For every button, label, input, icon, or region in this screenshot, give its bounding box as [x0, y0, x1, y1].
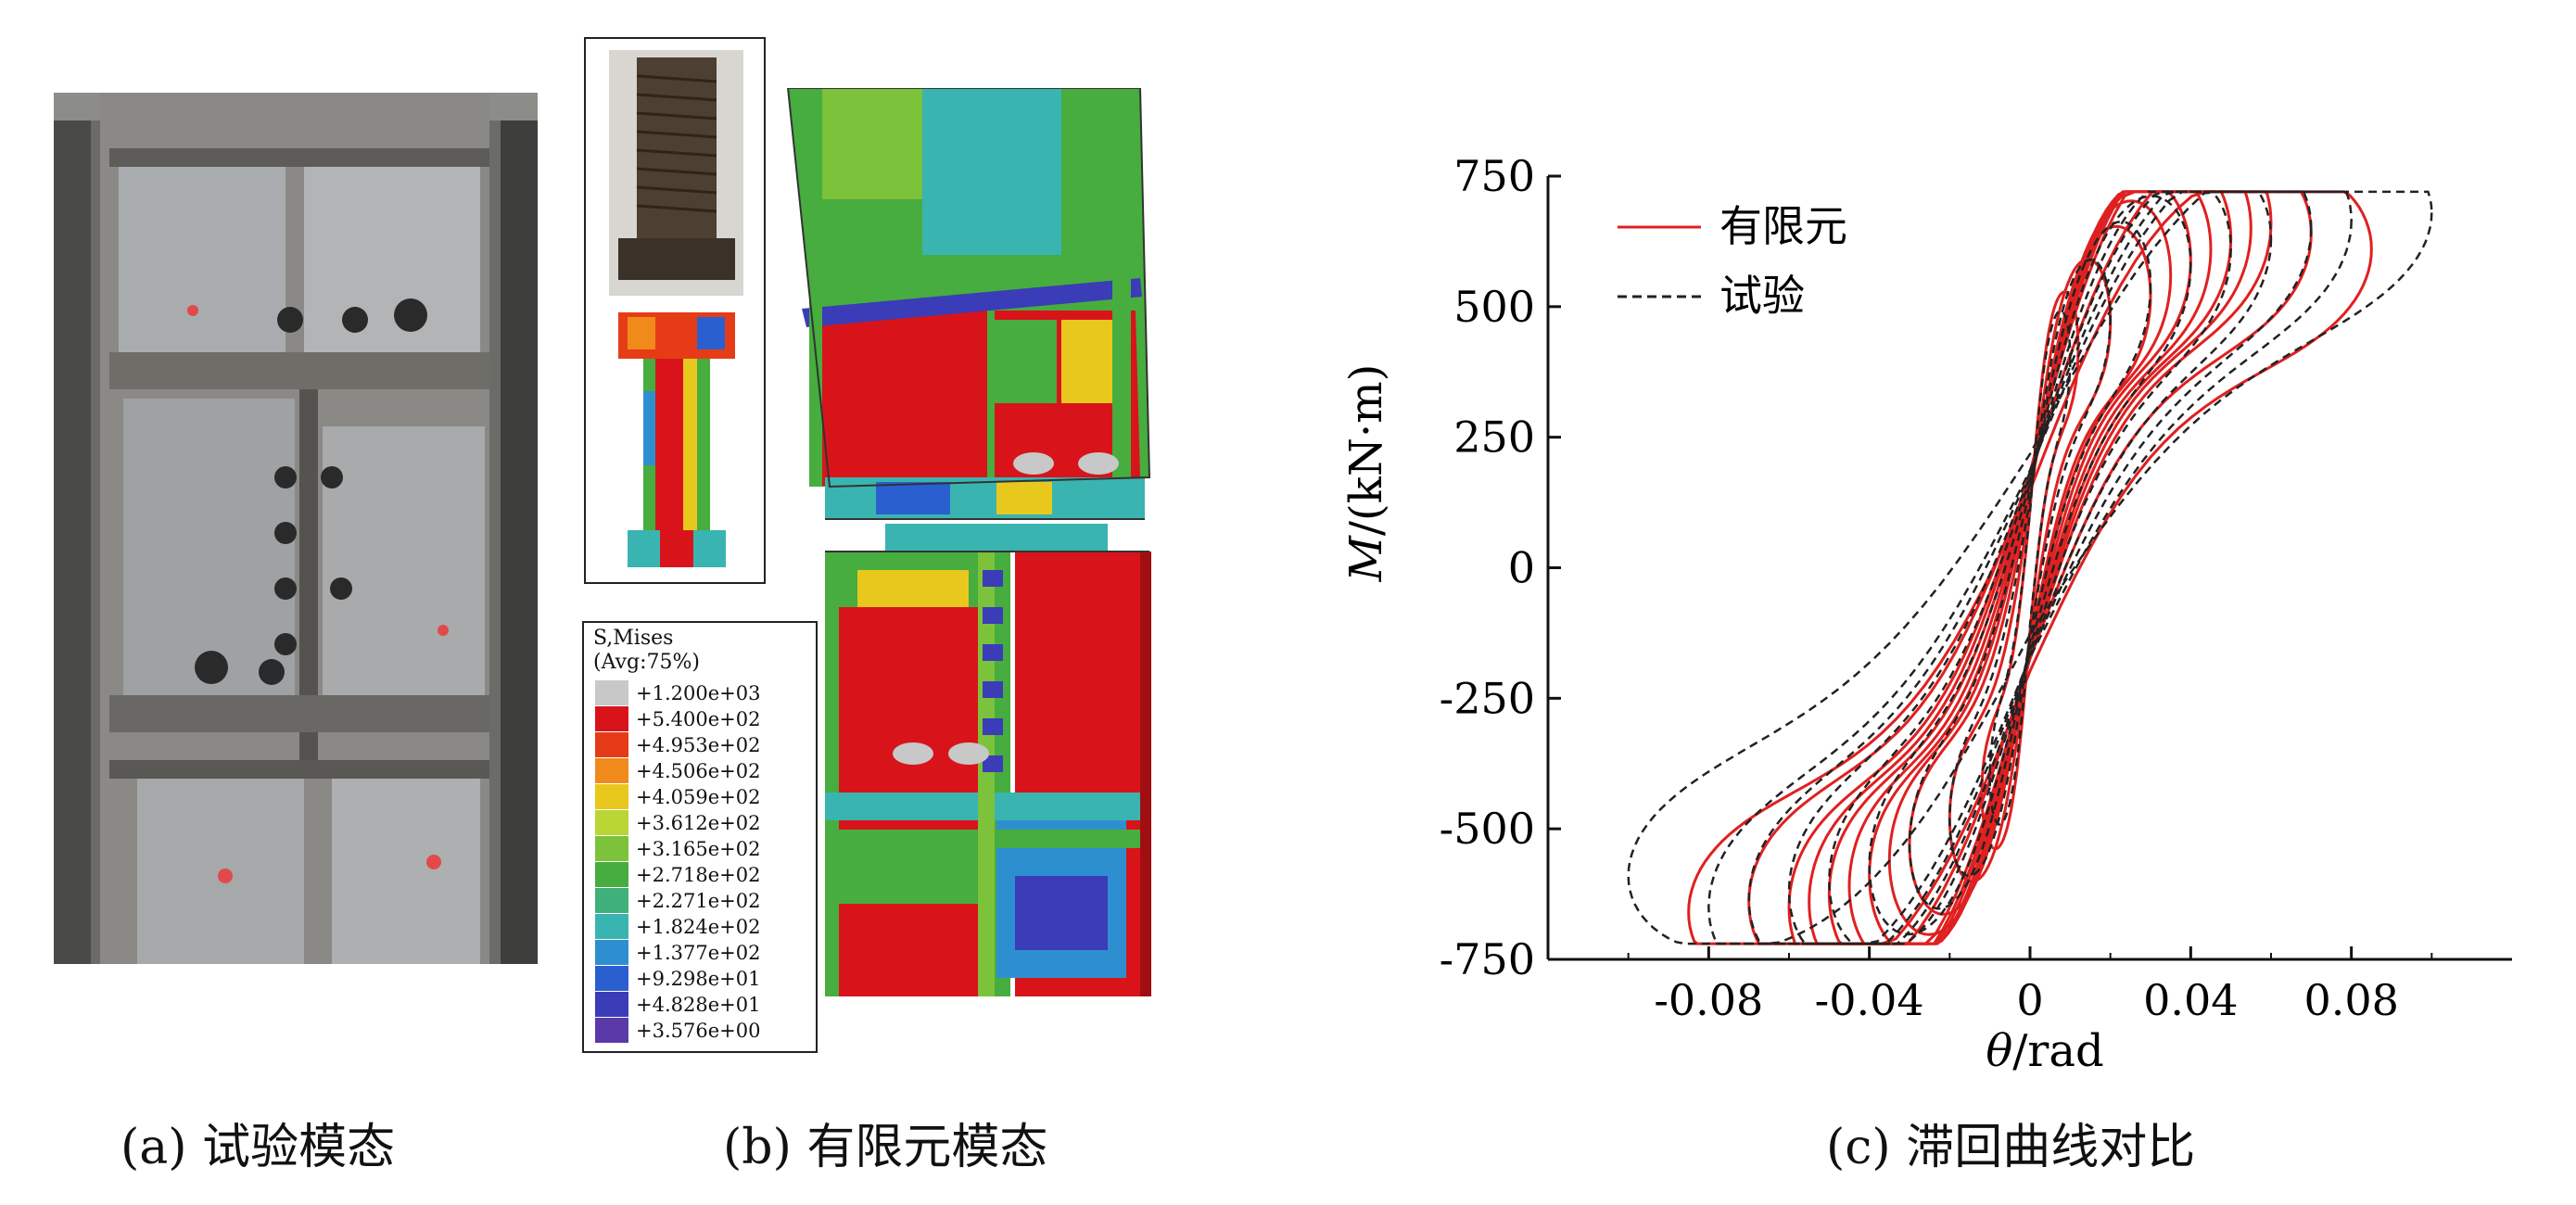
legend-label-test: 试验 [1719, 271, 1805, 321]
legend-value: +4.506e+02 [636, 759, 761, 782]
legend-value: +2.271e+02 [636, 889, 761, 912]
x-axis-label: θ/rad [1986, 1025, 2103, 1077]
y-tick-label: 250 [1453, 412, 1535, 463]
y-tick-label: 500 [1453, 282, 1535, 332]
caption-b: (b) 有限元模态 [723, 1120, 1048, 1175]
y-tick-label: 0 [1508, 543, 1535, 593]
y-tick-label: -750 [1440, 934, 1535, 984]
legend-swatch [595, 810, 628, 835]
test-loop [1747, 190, 2313, 945]
hysteresis-chart: 750 500 250 0 -250 -500 -750 -0.08 -0.04 0 0.04 0.0… [1340, 151, 2512, 1077]
legend-swatch [595, 706, 628, 731]
legend-entry: +3.576e+00 [595, 1018, 760, 1043]
legend-value: +1.200e+03 [636, 681, 761, 704]
test-loop [1707, 190, 2353, 945]
legend-swatch [595, 966, 628, 991]
legend-swatch [595, 940, 628, 965]
x-tick-label: -0.04 [1815, 975, 1924, 1025]
legend-entry: +4.059e+02 [595, 784, 760, 809]
test-series [1627, 190, 2433, 945]
legend-swatch [595, 914, 628, 939]
test-loop [1988, 310, 2072, 826]
legend-value: +3.165e+02 [636, 837, 761, 860]
legend-entry: +2.718e+02 [595, 862, 760, 887]
test-loop [1627, 190, 2433, 945]
test-loop [1948, 258, 2112, 878]
legend-value: +3.612e+02 [636, 811, 761, 834]
bolt-inset [584, 37, 766, 584]
fe-loop [1908, 224, 2152, 916]
fe-loop [1827, 190, 2233, 945]
legend-entry: +1.824e+02 [595, 914, 760, 939]
legend-entry: +5.400e+02 [595, 706, 760, 731]
legend-entry: +4.828e+01 [595, 992, 760, 1017]
legend-entry: +2.271e+02 [595, 888, 760, 913]
legend-entry: +4.953e+02 [595, 732, 760, 757]
y-axis-label: M/(kN·m) [1340, 364, 1392, 583]
legend-value: +5.400e+02 [636, 707, 761, 730]
fe-loop [1868, 190, 2192, 945]
legend-title: S,Mises [593, 627, 674, 650]
legend-swatch [595, 888, 628, 913]
y-tick-label: -250 [1440, 673, 1535, 723]
chart-ticks: 750 500 250 0 -250 -500 -750 -0.08 -0.04 0 0.04 0.0… [1440, 151, 2433, 1025]
legend-value: +1.377e+02 [636, 941, 761, 964]
fe-contour-model [783, 87, 1200, 1001]
fe-loop [1687, 190, 2373, 945]
legend-swatch [595, 680, 628, 705]
legend-entry: +9.298e+01 [595, 966, 760, 991]
fe-loop [1847, 190, 2213, 945]
test-photo [54, 93, 538, 964]
stress-legend: S,Mises (Avg:75%) +1.200e+03 +5.400e+02 +4… [582, 621, 818, 1053]
legend-value: +1.824e+02 [636, 915, 761, 938]
legend-entry: +3.165e+02 [595, 836, 760, 861]
legend-entry: +4.506e+02 [595, 758, 760, 783]
legend-entry: +3.612e+02 [595, 810, 760, 835]
legend-value: +2.718e+02 [636, 863, 761, 886]
y-tick-label: 750 [1453, 151, 1535, 201]
test-loop [1828, 190, 2232, 945]
legend-value: +4.059e+02 [636, 785, 761, 808]
chart-legend: 有限元 试验 [1618, 201, 1847, 321]
chart-axes [1546, 176, 2512, 961]
legend-swatch [595, 784, 628, 809]
test-loop [1908, 220, 2152, 910]
legend-entry: +1.200e+03 [595, 680, 760, 705]
legend-value: +4.828e+01 [636, 993, 761, 1016]
legend-swatch [595, 992, 628, 1017]
legend-swatch [595, 862, 628, 887]
legend-label-fe: 有限元 [1719, 201, 1847, 251]
x-tick-label: 0.08 [2303, 975, 2398, 1025]
x-tick-label: 0 [2016, 975, 2043, 1025]
test-loop [1868, 195, 2192, 936]
caption-a: (a) 试验模态 [121, 1120, 396, 1175]
caption-c: (c) 滞回曲线对比 [1826, 1120, 2196, 1175]
legend-value: +3.576e+00 [636, 1019, 761, 1042]
legend-swatch [595, 1018, 628, 1043]
legend-swatch [595, 758, 628, 783]
legend-value: +9.298e+01 [636, 967, 761, 990]
legend-value: +4.953e+02 [636, 733, 761, 756]
legend-swatch [595, 732, 628, 757]
y-tick-label: -500 [1440, 804, 1535, 854]
x-tick-label: -0.08 [1654, 975, 1763, 1025]
fe-loop [1887, 199, 2173, 936]
legend-swatch [595, 836, 628, 861]
legend-entry: +1.377e+02 [595, 940, 760, 965]
hysteresis-curves [1627, 190, 2433, 945]
legend-subtitle: (Avg:75%) [593, 651, 700, 674]
x-tick-label: 0.04 [2143, 975, 2238, 1025]
